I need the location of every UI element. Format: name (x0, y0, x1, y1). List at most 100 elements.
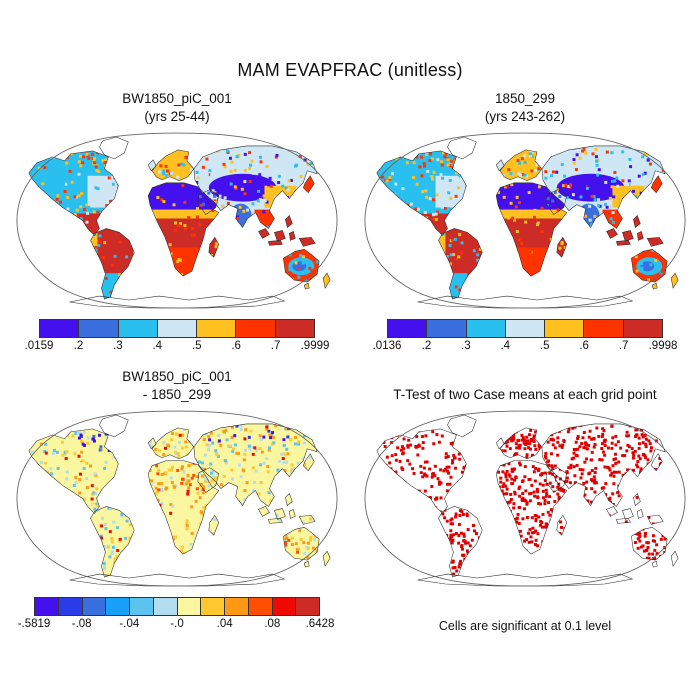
coastline-japan (650, 175, 663, 194)
coastline-madagascar (556, 236, 568, 258)
colorbar-tick-label: .0159 (24, 340, 54, 352)
colorbar-segment (296, 598, 319, 615)
panel-difference-title-line1: BW1850_piC_001 (122, 369, 232, 385)
colorbar-segment (545, 320, 585, 337)
panel-case2-title-line1: 1850_299 (494, 91, 556, 107)
colorbar-tick-label: .6428 (305, 618, 335, 630)
panel-case2: 1850_299 (yrs 243-262) .0136 .2 .3 .4 .5 .6 .7… (356, 88, 694, 355)
map-outline (364, 132, 686, 309)
continent-maritime (258, 215, 316, 247)
colorbar-segment (427, 320, 467, 337)
colorbar-tick-label: .08 (264, 618, 281, 630)
continent-newzealand (671, 551, 679, 567)
colorbar-case2 (387, 319, 663, 338)
map-zone (208, 173, 277, 202)
coastline-arabia (197, 467, 220, 493)
colorbar-segment (118, 320, 158, 337)
colorbar-tick-label: .6 (579, 340, 589, 352)
coastline-greenland (447, 136, 477, 160)
colorbar-wrap-difference: -.5819 -.08 -.04 -.0 .04 .08 .6428 (8, 597, 346, 633)
colorbar-segment (623, 320, 662, 337)
continent-maritime (258, 493, 316, 525)
coastline-asia (541, 145, 666, 229)
colorbar-segment (584, 320, 624, 337)
coastline-southamerica (438, 506, 483, 578)
colorbar-tick-label: .9999 (300, 340, 330, 352)
colorbar-segment (82, 598, 107, 615)
colorbar-segment (177, 598, 202, 615)
coastline-newzealand (670, 550, 679, 567)
coastline-africa (147, 182, 220, 277)
coastline-northamerica (28, 150, 119, 236)
noise-cells (100, 524, 122, 552)
coastline-newzealand (670, 272, 679, 289)
colorbar-tick-label: -.08 (71, 618, 92, 630)
continent-europe (500, 427, 542, 459)
panel-case1: BW1850_piC_001 (yrs 25-44) .0159 .2 .3 .4 .5… (8, 88, 346, 355)
panel-difference-title-line2: - 1850_299 (142, 387, 212, 403)
continent-uk (496, 159, 505, 171)
colorbar-segment (153, 598, 178, 615)
colorbar-segment (505, 320, 546, 337)
continent-uk (496, 437, 505, 449)
colorbar-ticks-case2: .0136 .2 .3 .4 .5 .6 .7 .9998 (373, 340, 678, 355)
map-outline (16, 132, 338, 309)
colorbar-segment (58, 598, 83, 615)
continent-japan (651, 175, 663, 193)
colorbar-tick-label: .2 (73, 340, 84, 352)
coastline-greenland (99, 414, 129, 438)
coastline-uk (147, 159, 157, 172)
colorbar-tick-label: .0136 (372, 340, 402, 352)
panel-case1-title: BW1850_piC_001 (yrs 25-44) (8, 88, 346, 126)
continent-newzealand (323, 551, 331, 567)
coastline-southamerica (90, 506, 135, 578)
panel-case2-title: 1850_299 (yrs 243-262) (356, 88, 694, 126)
colorbar-tick-label: .7 (618, 340, 629, 352)
colorbar-segment (236, 320, 276, 337)
continent-greenland (447, 136, 477, 159)
colorbar-segment (157, 320, 198, 337)
coastline-greenland (447, 414, 477, 438)
map-outline (364, 410, 686, 587)
colorbar-ticks-case1: .0159 .2 .3 .4 .5 .6 .7 .9999 (25, 340, 330, 355)
colorbar-tick-label: .2 (421, 340, 432, 352)
coastline-tasmania (303, 282, 310, 290)
continent-maritime (606, 215, 664, 247)
colorbar-segment (201, 598, 225, 615)
coastline-madagascar (556, 514, 568, 536)
coastline-asia (193, 423, 318, 507)
colorbar-tick-label: .5 (539, 340, 550, 352)
coastline-arabia (197, 189, 220, 215)
coastline-southamerica (438, 228, 483, 300)
colorbar-segment (248, 598, 273, 615)
coastline-maritime (258, 493, 316, 525)
colorbar-tick-label: .6 (231, 340, 241, 352)
colorbar-tick-label: -.0 (170, 618, 184, 630)
continent-newzealand (323, 273, 331, 289)
coastline-northamerica (376, 150, 467, 236)
colorbar-tick-label: .4 (152, 340, 163, 352)
colorbar-segment (130, 598, 154, 615)
coastline-asia (193, 145, 318, 229)
panel-difference-title: BW1850_piC_001 - 1850_299 (8, 366, 346, 404)
coastline-madagascar (208, 236, 220, 258)
coastline-newzealand (322, 272, 331, 289)
coastline-tasmania (303, 560, 310, 568)
coastline-northamerica (376, 428, 467, 514)
panel-ttest-title-line1: T-Test of two Case means at each grid po… (393, 387, 657, 403)
colorbar-case1 (39, 319, 315, 338)
coastline-africa (147, 460, 220, 555)
coastline-maritime (606, 215, 664, 247)
coastline-japan (302, 175, 315, 194)
noise-cells (500, 428, 542, 459)
coastline-uk (495, 159, 505, 172)
coastline-arabia (545, 189, 568, 215)
colorbar-tick-label: .04 (216, 618, 233, 630)
continent-greenland (99, 136, 129, 159)
noise-cells (44, 451, 94, 501)
colorbar-tick-label: -.04 (119, 618, 140, 630)
world-map-difference (16, 410, 338, 587)
continent-greenland (99, 414, 129, 437)
world-map-case2 (364, 132, 686, 309)
continent-northamerica (376, 428, 467, 514)
